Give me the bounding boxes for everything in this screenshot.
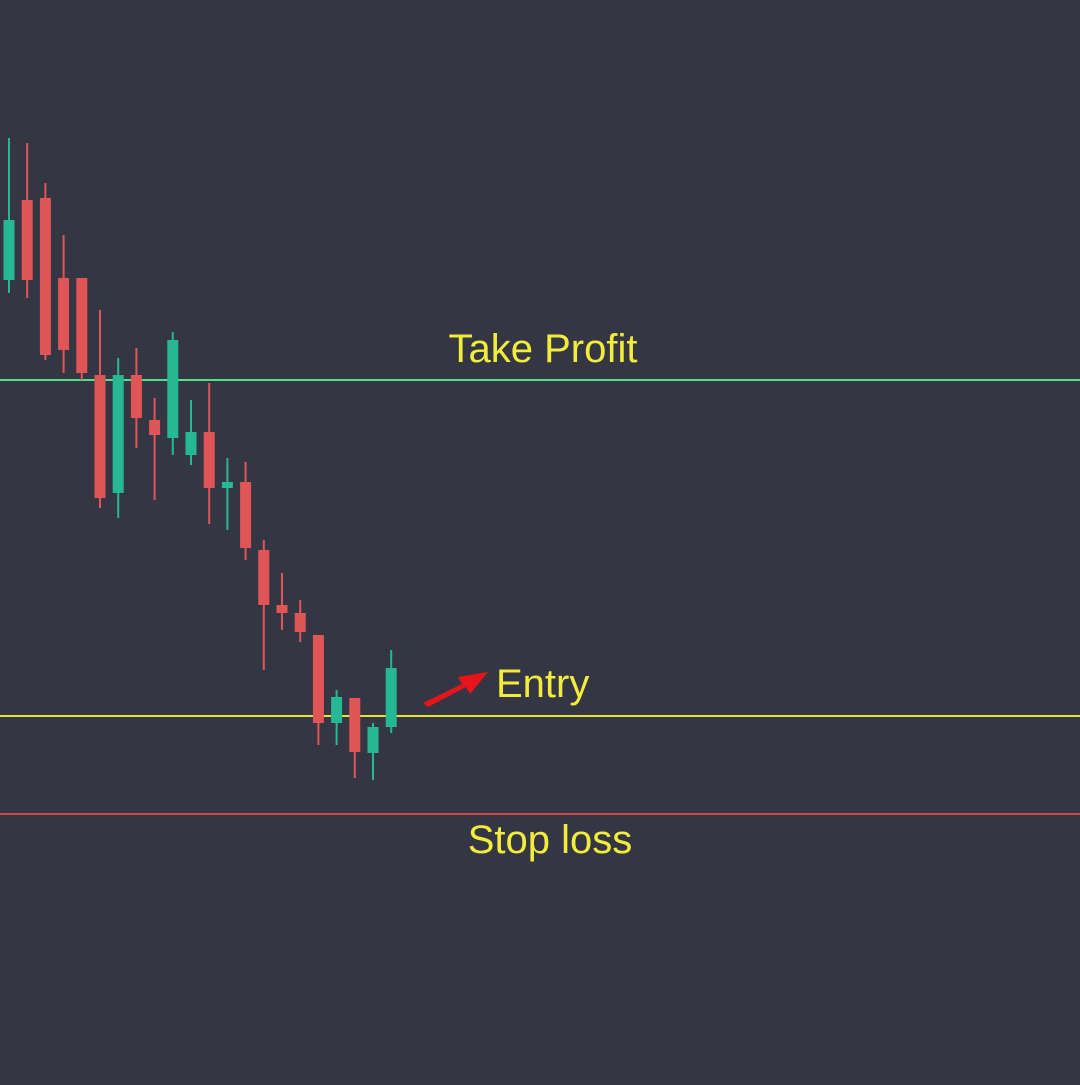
level-labels: Take Profit Entry Stop loss: [449, 327, 638, 862]
candle-body-bearish: [149, 420, 161, 435]
entry-label: Entry: [496, 662, 589, 706]
candle: [76, 278, 88, 380]
candle-body-bearish: [76, 278, 88, 373]
candle: [385, 650, 397, 733]
candle-body-bullish: [331, 697, 343, 723]
stop-loss-label: Stop loss: [468, 818, 633, 862]
entry-arrow-icon: [423, 672, 488, 707]
candle-body-bullish: [385, 668, 397, 727]
candle-body-bearish: [349, 698, 361, 752]
take-profit-label: Take Profit: [449, 327, 638, 371]
candle-body-bearish: [312, 635, 324, 723]
candle-body-bearish: [21, 200, 33, 280]
candle: [21, 143, 33, 298]
entry-arrow-icon-shape: [423, 672, 488, 707]
candle: [294, 600, 306, 642]
candle-body-bullish: [367, 727, 379, 753]
price-levels: [0, 379, 1080, 815]
candle: [58, 235, 70, 373]
candles: [3, 138, 397, 780]
candle-body-bearish: [276, 605, 288, 613]
candle-body-bullish: [167, 340, 179, 438]
candle: [331, 690, 343, 745]
candle: [130, 348, 142, 448]
candle: [185, 400, 197, 465]
candle: [94, 310, 106, 508]
candle-body-bearish: [258, 550, 270, 605]
candle-body-bearish: [130, 375, 142, 418]
candle-body-bearish: [240, 482, 252, 548]
candle: [3, 138, 15, 293]
candle-body-bearish: [94, 375, 106, 498]
candle: [367, 723, 379, 780]
candle: [276, 573, 288, 630]
candle-body-bearish: [203, 432, 215, 488]
candle: [167, 332, 179, 455]
candle: [349, 698, 361, 778]
candle-body-bearish: [294, 613, 306, 632]
candle-body-bullish: [3, 220, 15, 280]
candle: [39, 183, 51, 360]
candle: [312, 635, 324, 745]
candle: [149, 398, 161, 500]
candle: [258, 540, 270, 670]
candle-body-bullish: [185, 432, 197, 455]
candle-body-bearish: [58, 278, 70, 350]
candle-body-bearish: [39, 198, 51, 355]
candle-body-bullish: [112, 375, 124, 493]
candle: [240, 462, 252, 560]
candle: [221, 458, 233, 530]
candle: [203, 383, 215, 524]
candle-body-bullish: [221, 482, 233, 488]
candle: [112, 358, 124, 518]
